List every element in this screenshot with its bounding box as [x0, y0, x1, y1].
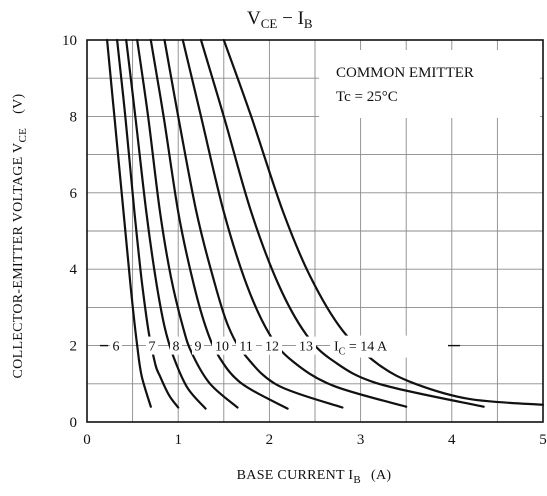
y-tick-label: 6 — [70, 186, 78, 202]
series-line-ic-6 — [106, 38, 152, 408]
curve-label-ic-10: 10 — [215, 340, 229, 355]
series-line-ic-7 — [116, 38, 180, 409]
curve-label-background — [192, 336, 204, 355]
series-line-ic-10 — [149, 38, 289, 410]
legend-title: COMMON EMITTER — [336, 65, 474, 81]
series-line-ic-12 — [181, 38, 408, 408]
y-tick-label: 10 — [62, 33, 77, 49]
y-tick-labels: 0 2 4 6 8 10 — [62, 33, 78, 431]
curve-label-background — [262, 336, 282, 355]
y-tick-label: 4 — [70, 262, 78, 278]
x-tick-label: 1 — [174, 432, 182, 448]
curve-label-background — [170, 336, 182, 355]
x-tick-label: 2 — [266, 432, 274, 448]
x-tick-label: 0 — [83, 432, 91, 448]
x-tick-label: 3 — [357, 432, 365, 448]
series-line-ic-11 — [163, 38, 344, 409]
curve-label-ic-9: 9 — [195, 340, 202, 355]
curve-label-ic-7: 7 — [149, 340, 156, 355]
legend: COMMON EMITTER Tc = 25°C — [319, 50, 540, 118]
curve-label-background — [330, 335, 448, 358]
series-line-ic-9 — [136, 38, 239, 409]
curve-label-background — [146, 336, 158, 355]
series-line-ic-14 — [222, 38, 545, 406]
x-tick-label: 4 — [448, 432, 456, 448]
curve-labels: 6 7 8 9 10 11 12 13 IC = 14 A — [100, 335, 460, 358]
curve-label-background — [110, 336, 122, 355]
y-tick-label: 8 — [70, 109, 78, 125]
chart-title: VCE − IB — [247, 8, 313, 31]
curve-label-ic-14: IC = 14 A — [334, 340, 388, 358]
curve-label-background — [212, 336, 232, 355]
y-tick-label: 2 — [70, 339, 78, 355]
x-axis-title: BASE CURRENT IB (A) — [237, 468, 392, 486]
curve-label-background — [296, 336, 316, 355]
y-tick-label: 0 — [70, 415, 78, 431]
curve-label-ic-11: 11 — [239, 340, 252, 355]
curve-label-ic-12: 12 — [265, 340, 279, 355]
series-line-ic-8 — [125, 38, 207, 410]
x-tick-labels: 0 1 2 3 4 5 — [83, 432, 547, 448]
plot-frame — [86, 39, 544, 423]
curve-label-background — [236, 336, 256, 355]
curve-label-ic-8: 8 — [173, 340, 180, 355]
legend-background — [319, 50, 540, 118]
curve-label-ic-13: 13 — [299, 340, 313, 355]
series-line-ic-13 — [199, 38, 485, 408]
x-tick-label: 5 — [539, 432, 547, 448]
curve-label-ic-6: 6 — [113, 340, 120, 355]
y-axis-title: COLLECTOR-EMITTER VOLTAGE VCE(V) — [11, 94, 29, 379]
legend-condition: Tc = 25°C — [336, 89, 398, 105]
curves — [106, 38, 545, 410]
grid — [87, 40, 543, 422]
